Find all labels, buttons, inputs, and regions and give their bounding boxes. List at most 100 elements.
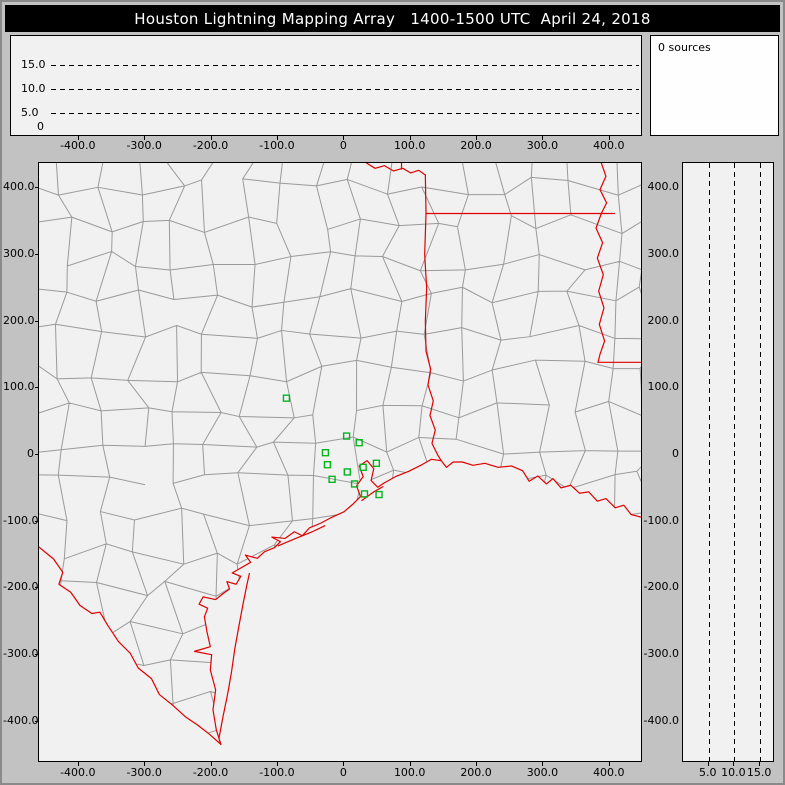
lma-station-marker [344,433,350,439]
gulf-coastline [194,459,641,744]
axis-tick [276,136,278,140]
axis-tick [476,762,478,766]
ew-axis-tick-label: 300.0 [526,139,559,152]
axis-tick [77,762,79,766]
axis-tick [35,187,38,189]
ew-axis-tick-label: 100.0 [393,766,426,779]
altitude-gridline [708,163,710,761]
ns-axis-tick-label: 0 [672,447,679,460]
ns-axis-tick-label: -400.0 [643,713,679,727]
ns-axis-tick-label: 200.0 [3,313,35,327]
lma-station-marker [360,464,366,470]
altitude-vs-north-south-panel[interactable] [682,162,774,762]
lma-stations-layer [283,395,382,497]
axis-tick [35,587,38,589]
axis-tick [77,136,79,140]
ns-axis-tick-label: 400.0 [647,180,680,194]
barrier-island [278,526,324,546]
ew-axis-tick-label: -200.0 [192,139,229,152]
altitude-tick-label: 10.0 [21,82,46,95]
source-count-label: 0 sources [658,41,711,54]
altitude-tick-label: 5.0 [698,766,717,779]
county-lines [39,163,641,761]
rio-grande-border [39,547,221,744]
axis-tick [409,762,411,766]
ew-axis-tick-label: 400.0 [593,766,625,779]
axis-tick [144,136,146,140]
ns-axis-tick-label: 400.0 [3,180,35,194]
axis-tick [409,136,411,140]
lma-station-marker [373,460,379,466]
ns-axis-tick-label: 0 [27,447,34,460]
ns-axis-tick-label: -200.0 [3,580,39,594]
altitude-gridline [51,89,639,90]
ew-axis-tick-label: -400.0 [60,139,96,152]
state-borders-layer [39,163,641,744]
altitude-tick-label: 0 [37,120,44,133]
axis-tick [210,762,212,766]
axis-tick [542,136,544,140]
state-border-mississippi-river [596,163,607,362]
axis-tick [210,136,212,140]
ew-axis-tick-label: -200.0 [192,766,229,779]
altitude-gridline [51,65,639,66]
axis-tick [608,136,610,140]
lma-station-marker [362,491,368,497]
state-border-tx-ar-la-sabine [425,175,442,461]
ns-axis-tick-label: -100.0 [643,513,679,527]
altitude-gridline [734,163,736,761]
lma-station-marker [322,450,328,456]
ns-axis-tick-label: 100.0 [3,380,35,394]
axis-tick [608,762,610,766]
lma-station-marker [352,481,358,487]
ns-axis-tick-label: -100.0 [3,513,39,527]
altitude-tick-label: 15.0 [21,58,46,71]
axis-tick [35,654,38,655]
ns-axis-tick-label: 300.0 [3,247,35,260]
ew-axis-tick-label: 200.0 [460,139,492,152]
window-title: Houston Lightning Mapping Array 1400-150… [5,5,780,32]
altitude-tick-label: 5.0 [21,106,39,119]
source-count-panel: 0 sources [650,35,779,136]
axis-tick [476,136,478,140]
axis-tick [35,254,38,255]
altitude-vs-east-west-panel[interactable]: 15.0 10.0 5.0 0 [10,35,642,136]
plan-view-map-panel[interactable] [38,162,642,762]
ew-axis-tick-label: -400.0 [60,766,96,779]
axis-tick [35,520,38,522]
axis-tick [759,762,761,766]
ew-axis-tick-label: 100.0 [393,139,426,152]
altitude-gridline [51,113,639,114]
altitude-gridline [760,163,762,761]
axis-tick [35,454,38,455]
ns-axis-tick-label: -300.0 [3,647,39,660]
lma-station-marker [356,440,362,446]
altitude-tick-label: 10.0 [721,766,746,779]
ns-axis-tick-label: -200.0 [643,580,679,594]
ew-axis-tick-label: -100.0 [259,766,295,779]
axis-tick [35,320,38,322]
axis-tick [35,387,38,389]
axis-tick [542,762,544,766]
axis-tick [144,762,146,766]
ns-axis-tick-label: 200.0 [647,313,680,327]
altitude-tick-label: 15.0 [746,766,772,779]
ns-axis-tick-label: 100.0 [647,380,680,394]
ew-axis-tick-label: -100.0 [259,139,295,152]
ew-axis-tick-label: 300.0 [526,766,559,779]
plan-view-map-canvas [39,163,641,761]
axis-tick [733,762,735,766]
axis-tick [343,762,345,766]
axis-tick [343,136,345,140]
lma-station-marker [329,476,335,482]
axis-tick [35,720,38,722]
ew-axis-tick-label: 400.0 [593,139,625,152]
lma-station-marker [283,395,289,401]
ew-axis-tick-label: 200.0 [460,766,492,779]
county-boundaries-layer [39,163,641,761]
ew-axis-tick-label: -300.0 [126,766,162,779]
ew-axis-tick-label: 0 [339,766,347,779]
ns-axis-tick-label: 300.0 [647,247,680,260]
barrier-island [219,574,249,739]
